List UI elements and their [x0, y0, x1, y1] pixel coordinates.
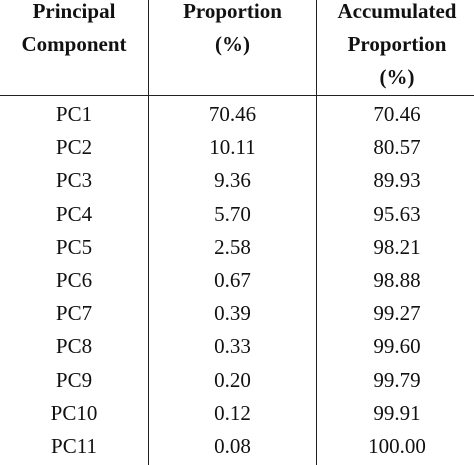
header-component-line-2: Component	[21, 32, 127, 56]
cell-component: PC10	[50, 400, 98, 425]
cell-proportion: 0.33	[214, 334, 251, 359]
cell-proportion: 0.20	[214, 367, 251, 392]
cell-proportion: 5.70	[214, 201, 251, 226]
cell-proportion: 70.46	[208, 102, 257, 126]
header-proportion-line-2: (%)	[215, 32, 250, 56]
cell-accumulated: 99.27	[373, 301, 421, 326]
cell-component: PC8	[55, 334, 93, 359]
cell-accumulated: 95.63	[373, 201, 421, 226]
header-rule	[0, 95, 474, 96]
cell-proportion: 2.58	[214, 234, 251, 259]
cell-component: PC6	[55, 268, 93, 292]
cell-component: PC1	[55, 102, 93, 126]
cell-component: PC11	[51, 434, 97, 458]
cell-proportion: 0.08	[214, 434, 251, 458]
header-accumulated-line-3: (%)	[379, 65, 415, 89]
cell-accumulated: 99.79	[373, 367, 421, 392]
cell-proportion: 0.67	[214, 268, 251, 292]
cell-accumulated: 89.93	[373, 168, 421, 193]
header-accumulated-line-2: Proportion	[347, 32, 447, 56]
cell-accumulated: 70.46	[373, 102, 421, 126]
header-component-line-1: Principal	[32, 0, 116, 23]
column-divider	[148, 0, 149, 465]
cell-accumulated: 98.21	[373, 234, 421, 259]
cell-accumulated: 98.88	[373, 268, 421, 292]
cell-proportion: 10.11	[209, 135, 256, 160]
cell-component: PC7	[55, 301, 93, 326]
cell-accumulated: 99.91	[373, 400, 421, 425]
cell-proportion: 0.39	[214, 301, 251, 326]
cell-component: PC5	[55, 234, 93, 259]
cell-component: PC4	[55, 201, 93, 226]
header-accumulated-line-1: Accumulated	[337, 0, 457, 23]
header-proportion-line-1: Proportion	[183, 0, 282, 23]
cell-accumulated: 99.60	[373, 334, 421, 359]
cell-accumulated: 100.00	[368, 434, 426, 458]
cell-accumulated: 80.57	[373, 135, 421, 160]
cell-component: PC2	[55, 135, 93, 160]
cell-component: PC3	[55, 168, 93, 193]
column-divider	[316, 0, 317, 465]
cell-component: PC9	[55, 367, 93, 392]
cell-proportion: 9.36	[214, 168, 251, 193]
cell-proportion: 0.12	[214, 400, 251, 425]
